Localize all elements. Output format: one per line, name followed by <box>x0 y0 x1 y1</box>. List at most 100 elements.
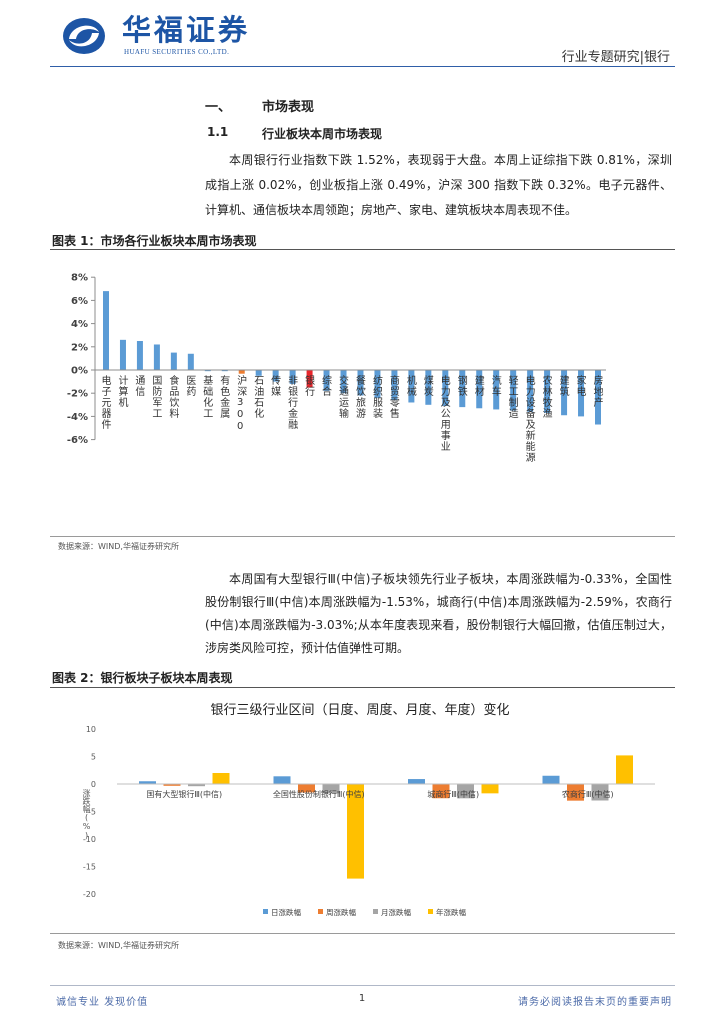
category-label: 国有大型银行Ⅲ(中信) <box>146 789 222 799</box>
legend-swatch <box>428 909 433 914</box>
category-label: 石油石化 <box>251 375 263 419</box>
footer-disclaimer: 请务必阅读报告末页的重要声明 <box>518 997 672 1008</box>
category-label: 通信 <box>132 375 144 397</box>
bar-3-4 <box>591 784 609 801</box>
section-title: 市场表现 <box>262 100 315 115</box>
subsection-number: 1.1 <box>207 125 229 139</box>
bar-21 <box>442 370 449 406</box>
y-tick-label: 2% <box>71 342 88 353</box>
legend-label: 月涨跌幅 <box>381 907 411 917</box>
category-label: 煤炭 <box>421 375 433 397</box>
bar-1-4 <box>542 775 560 784</box>
bar-2-2 <box>298 784 315 793</box>
industry-performance-chart: 8% 6% 4% 2% 0% -2% -4% -6% 电子元器件 计算机 通信 国防军工 食品饮料 医药… <box>50 258 675 535</box>
bar-10 <box>255 370 262 376</box>
figure1-caption: 图表 1：市场各行业板块本周市场表现 <box>52 234 257 248</box>
category-label: 有色金属 <box>217 375 229 419</box>
category-label: 基础化工 <box>200 375 212 419</box>
bar-3 <box>136 341 143 370</box>
bar-3-2 <box>322 784 340 794</box>
bar-14 <box>323 370 330 391</box>
bar-13 <box>306 370 313 388</box>
y-tick-label: 8% <box>71 273 88 284</box>
category-label: 商贸零售 <box>387 375 399 419</box>
figure1-source: 数据来源：WIND,华福证券研究所 <box>58 542 179 551</box>
legend-swatch <box>263 909 268 914</box>
category-label: 家电 <box>574 375 586 397</box>
category-label: 沪深300 <box>234 375 246 433</box>
legend-swatch <box>318 909 323 914</box>
category-label: 电力设备及新能源 <box>523 375 535 463</box>
y-tick-label: -6% <box>67 435 88 446</box>
bank-subsector-chart: 银行三级行业区间（日度、周度、月度、年度）变化 10 5 0 -5 -10 -15 -20 国有… <box>50 693 675 930</box>
bar-17 <box>374 370 381 398</box>
category-label: 电子元器件 <box>99 375 110 430</box>
category-label: 医药 <box>183 375 195 397</box>
category-label: 传媒 <box>268 375 280 397</box>
figure2-source-rule <box>50 933 675 934</box>
category-label: 非银行金融 <box>285 375 297 430</box>
logo-swirl-upper <box>69 25 99 39</box>
category-label: 综合 <box>319 375 331 397</box>
bar-4-3 <box>481 784 499 794</box>
bar-20 <box>425 370 432 405</box>
section-number: 一、 <box>205 100 232 115</box>
bar-24 <box>493 370 500 410</box>
category-label: 农林牧渔 <box>540 375 552 419</box>
figure2-caption: 图表 2：银行板块子板块本周表现 <box>52 671 233 685</box>
category-label: 全国性股份制银行Ⅲ(中信) <box>273 789 365 799</box>
logo-name: 华福证券 <box>122 13 251 47</box>
category-label: 城商行Ⅲ(中信) <box>427 789 479 799</box>
bar-9 <box>238 370 245 374</box>
bar-8 <box>221 370 228 372</box>
bar-27 <box>544 370 551 413</box>
bar-1-3 <box>408 779 425 784</box>
bar-2-1 <box>163 784 181 786</box>
bar-22 <box>459 370 466 408</box>
bar-5 <box>170 352 177 370</box>
bar-4-2 <box>347 784 364 879</box>
chart-title: 银行三级行业区间（日度、周度、月度、年度）变化 <box>210 702 509 718</box>
bank-subsector-paragraph: 本周国有大型银行Ⅲ(中信)子板块领先行业子板块，本周涨跌幅为-0.33%，全国性… <box>205 572 672 655</box>
category-label: 机械 <box>404 375 416 397</box>
category-label: 银行 <box>302 375 314 397</box>
y-tick-label: 6% <box>71 296 88 307</box>
legend-label: 周涨跌幅 <box>326 907 356 917</box>
bar-28 <box>561 370 568 416</box>
y-tick-label: 10 <box>86 725 96 734</box>
category-label: 汽车 <box>489 375 501 397</box>
logo-swirl-lower <box>69 33 99 47</box>
category-label: 轻工制造 <box>506 375 518 419</box>
bar-2-4 <box>567 784 584 801</box>
legend-label: 日涨跌幅 <box>271 907 301 917</box>
y-tick-label: -20 <box>83 890 96 899</box>
bar-6 <box>187 353 194 370</box>
category-label: 房地产 <box>591 375 602 408</box>
figure2-caption-rule <box>50 687 675 688</box>
subsection-title: 行业板块本周市场表现 <box>262 127 383 141</box>
category-label: 建材 <box>472 375 484 397</box>
figure1-caption-rule <box>50 249 675 250</box>
bar-1-1 <box>139 781 156 784</box>
legend-swatch <box>373 909 378 914</box>
y-tick-label: -15 <box>83 863 96 872</box>
category-label: 食品饮料 <box>166 375 178 419</box>
category-label: 交通运输 <box>336 375 348 419</box>
category-label: 国防军工 <box>149 375 161 419</box>
y-tick-label: 4% <box>71 319 88 330</box>
industry-performance-plot: 8% 6% 4% 2% 0% -2% -4% -6% <box>67 273 606 446</box>
bar-3-1 <box>188 784 205 787</box>
figure2-source: 数据来源：WIND,华福证券研究所 <box>58 941 179 950</box>
market-summary-paragraph: 本周银行行业指数下跌 1.52%，表现弱于大盘。本周上证综指下跌 0.81%，深… <box>205 153 672 217</box>
y-axis-label: 涨跌幅(%) <box>82 789 91 840</box>
bar-25 <box>510 370 517 411</box>
figure1-source-rule <box>50 536 675 537</box>
bar-29 <box>578 370 585 417</box>
bar-19 <box>408 370 415 403</box>
bar-4-1 <box>212 773 230 784</box>
bar-23 <box>476 370 483 409</box>
bar-7 <box>204 370 211 372</box>
bar-15 <box>340 370 347 394</box>
footer-slogan: 诚信专业 发现价值 <box>56 997 149 1008</box>
